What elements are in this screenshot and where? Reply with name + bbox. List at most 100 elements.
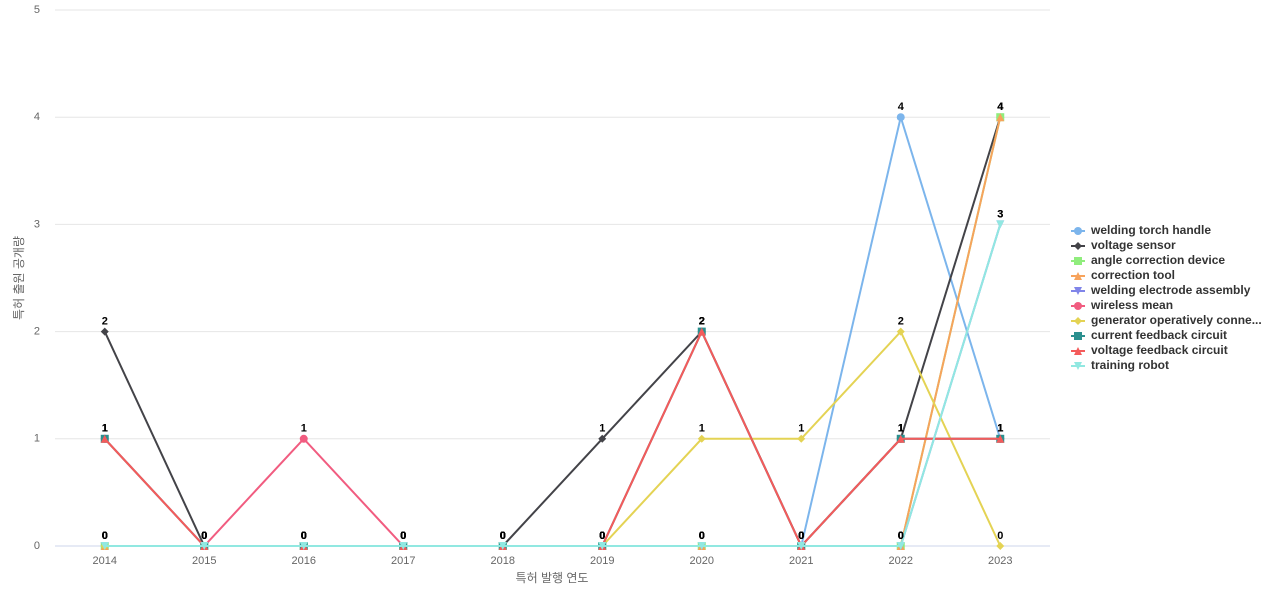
data-point (299, 434, 308, 443)
data-label: 0 (301, 530, 307, 542)
data-label: 0 (201, 530, 207, 542)
data-label: 0 (301, 530, 307, 542)
data-label: 1 (102, 423, 108, 435)
x-tick-label: 2017 (391, 555, 415, 567)
x-tick-label: 2022 (889, 555, 913, 567)
data-label: 0 (699, 530, 705, 542)
legend-label: welding electrode assembly (1090, 283, 1251, 297)
data-point (697, 327, 706, 336)
legend-symbol (1074, 317, 1082, 325)
data-point (100, 542, 109, 550)
data-label: 0 (500, 530, 506, 542)
data-label: 0 (798, 530, 804, 542)
data-point (200, 542, 209, 550)
data-label: 1 (798, 423, 804, 435)
y-tick-label: 3 (34, 218, 40, 230)
data-label: 0 (599, 530, 605, 542)
data-label: 0 (699, 530, 705, 542)
data-label: 0 (301, 530, 307, 542)
legend-symbol (1074, 272, 1082, 280)
data-label: 0 (599, 530, 605, 542)
data-label: 1 (898, 423, 904, 435)
legend-symbol (1074, 242, 1082, 250)
data-label: 0 (102, 530, 108, 542)
data-label: 0 (102, 530, 108, 542)
data-label: 0 (898, 530, 904, 542)
legend-symbol (1074, 347, 1082, 355)
data-label: 0 (201, 530, 207, 542)
legend-symbol (1074, 287, 1082, 295)
data-label: 1 (102, 423, 108, 435)
data-label: 0 (400, 530, 406, 542)
data-label: 0 (201, 530, 207, 542)
data-label: 0 (102, 530, 108, 542)
y-tick-label: 1 (34, 433, 40, 445)
data-point (697, 434, 706, 443)
legend-symbol (1074, 332, 1082, 340)
data-label: 0 (798, 530, 804, 542)
legend-symbol (1074, 257, 1082, 265)
data-label: 0 (898, 530, 904, 542)
data-label: 4 (997, 101, 1004, 113)
data-label: 0 (599, 530, 605, 542)
data-label: 0 (798, 530, 804, 542)
data-label: 0 (798, 530, 804, 542)
x-tick-label: 2016 (292, 555, 316, 567)
data-label: 0 (500, 530, 506, 542)
data-label: 1 (599, 423, 605, 435)
legend-symbol (1074, 302, 1082, 310)
data-label: 0 (599, 530, 605, 542)
series (100, 220, 1005, 550)
data-label: 2 (699, 316, 705, 328)
x-axis-title: 특허 발행 연도 (516, 570, 589, 585)
data-label: 1 (997, 423, 1003, 435)
x-tick-label: 2015 (192, 555, 216, 567)
legend-symbol (1074, 227, 1082, 235)
data-label: 0 (301, 530, 307, 542)
data-label: 0 (102, 530, 108, 542)
data-label: 1 (997, 423, 1003, 435)
data-label: 1 (102, 423, 108, 435)
y-tick-label: 0 (34, 540, 40, 552)
data-label: 0 (500, 530, 506, 542)
data-point (697, 542, 706, 550)
data-label: 0 (201, 530, 207, 542)
data-label: 0 (500, 530, 506, 542)
data-label: 1 (997, 423, 1003, 435)
y-tick-label: 2 (34, 326, 40, 338)
legend-label: generator operatively conne... (1091, 313, 1262, 327)
data-point (399, 542, 408, 550)
data-label: 1 (898, 423, 904, 435)
data-label: 0 (201, 530, 207, 542)
data-point (996, 220, 1005, 229)
data-label: 0 (201, 530, 207, 542)
data-label: 0 (400, 530, 406, 542)
data-label: 3 (997, 208, 1003, 220)
y-axis-title: 특허 출원 공개량 (12, 236, 26, 320)
data-label: 4 (997, 101, 1004, 113)
data-label: 0 (699, 530, 705, 542)
legend-label: voltage sensor (1091, 238, 1176, 252)
data-label: 0 (798, 530, 804, 542)
data-point (598, 434, 607, 443)
data-label: 2 (699, 316, 705, 328)
series-line (104, 224, 1002, 547)
data-label: 0 (500, 530, 506, 542)
data-point (896, 542, 905, 550)
series-line (104, 224, 1002, 547)
data-point (996, 542, 1005, 550)
data-label: 0 (201, 530, 207, 542)
data-point (100, 327, 109, 336)
legend-label: training robot (1091, 358, 1169, 372)
x-tick-label: 2019 (590, 555, 614, 567)
data-label: 0 (400, 530, 406, 542)
data-label: 1 (301, 423, 307, 435)
data-point (896, 113, 905, 122)
x-tick-label: 2023 (988, 555, 1012, 567)
data-label: 0 (201, 530, 207, 542)
data-label: 0 (400, 530, 406, 542)
y-tick-label: 4 (34, 111, 40, 123)
legend-label: correction tool (1091, 268, 1175, 282)
data-label: 1 (898, 423, 904, 435)
data-label: 0 (500, 530, 506, 542)
